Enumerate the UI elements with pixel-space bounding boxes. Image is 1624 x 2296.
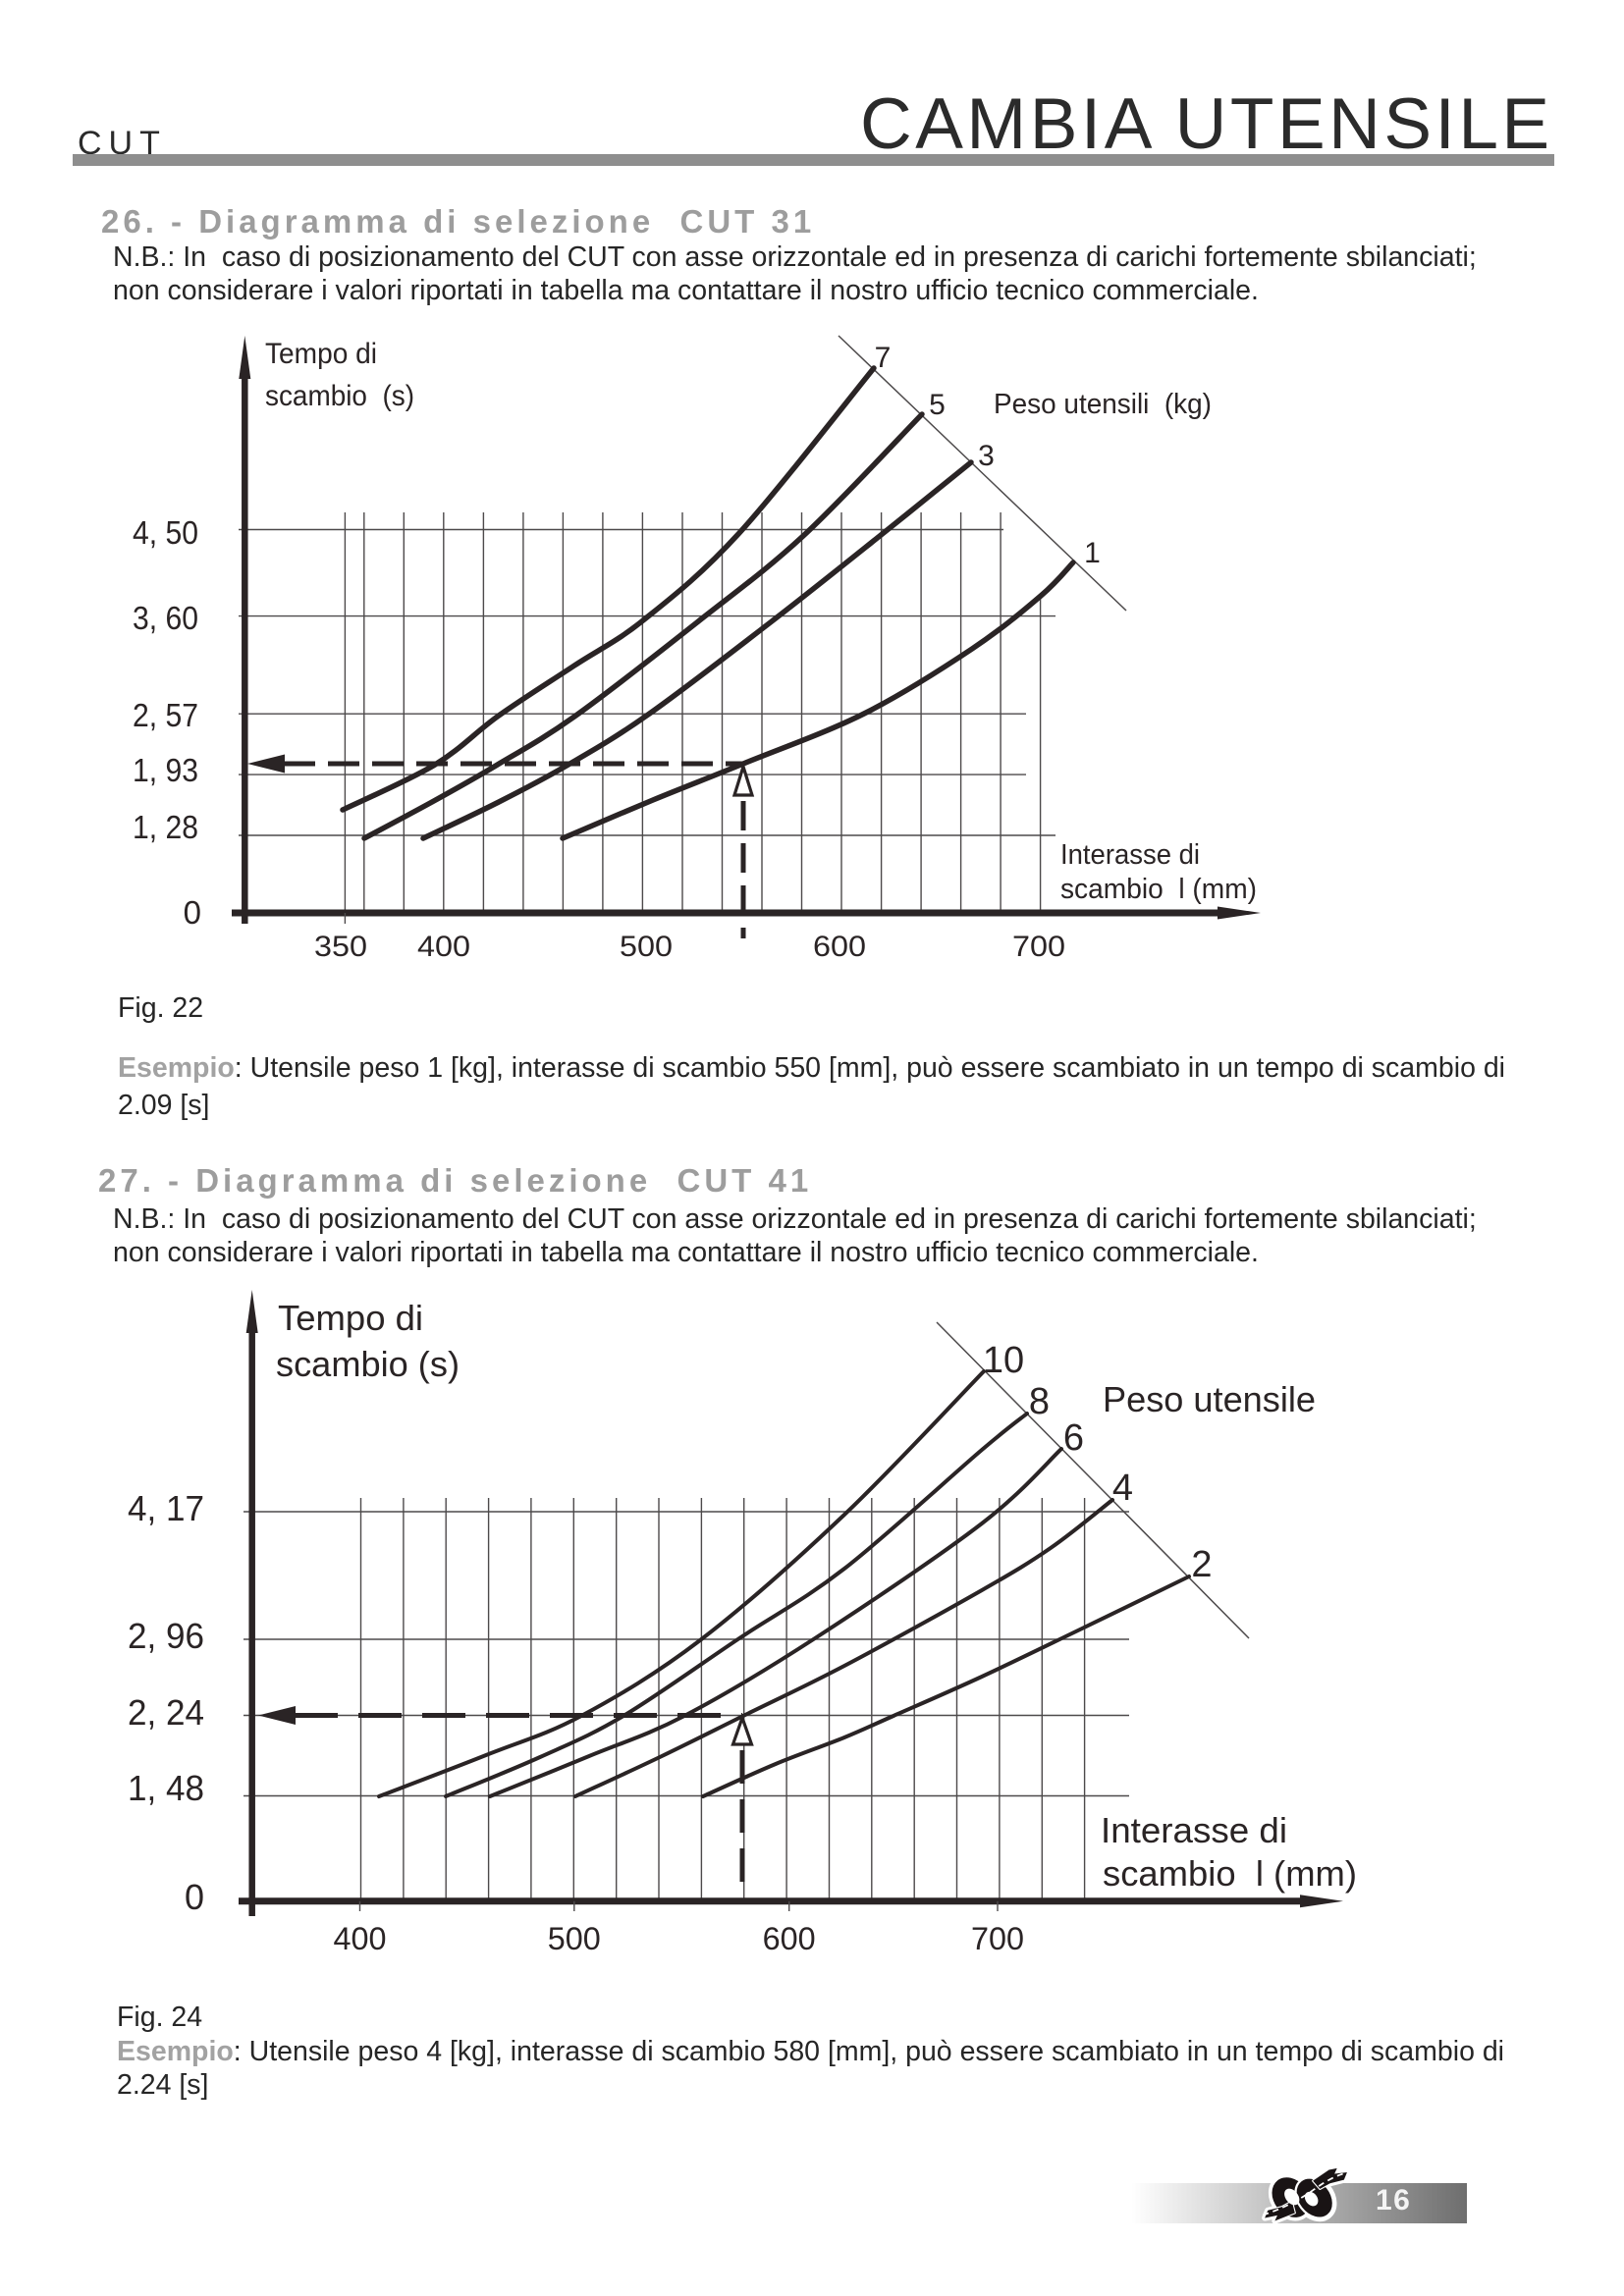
svg-text:8: 8 (1029, 1381, 1050, 1422)
svg-text:10: 10 (983, 1340, 1024, 1381)
svg-text:Peso utensili (kg): Peso utensili (kg) (994, 389, 1212, 420)
svg-text:2, 24: 2, 24 (128, 1692, 204, 1733)
svg-text:2, 96: 2, 96 (128, 1616, 204, 1656)
svg-text:1, 93: 1, 93 (133, 752, 198, 788)
svg-text:5: 5 (929, 389, 946, 421)
svg-text:scambio l (mm): scambio l (mm) (1060, 874, 1257, 905)
svg-text:700: 700 (971, 1921, 1024, 1956)
svg-text:2, 57: 2, 57 (133, 697, 198, 733)
svg-text:scambio l (mm): scambio l (mm) (1103, 1853, 1357, 1894)
svg-text:700: 700 (1012, 931, 1065, 963)
svg-text:2: 2 (1191, 1544, 1212, 1585)
svg-text:1, 28: 1, 28 (133, 809, 198, 845)
svg-text:500: 500 (548, 1921, 601, 1956)
svg-text:1: 1 (1084, 537, 1101, 569)
svg-text:scambio (s): scambio (s) (265, 380, 414, 412)
svg-text:scambio (s): scambio (s) (276, 1344, 460, 1384)
svg-text:400: 400 (334, 1921, 387, 1956)
svg-text:Tempo di: Tempo di (265, 338, 377, 370)
svg-text:7: 7 (875, 342, 892, 374)
svg-text:Tempo di: Tempo di (278, 1298, 423, 1338)
svg-text:400: 400 (417, 931, 470, 963)
svg-text:3: 3 (978, 440, 995, 472)
svg-text:600: 600 (813, 931, 866, 963)
svg-text:Interasse di: Interasse di (1060, 839, 1200, 871)
svg-text:0: 0 (185, 1877, 204, 1917)
svg-text:4, 50: 4, 50 (133, 514, 198, 551)
svg-text:Peso utensile: Peso utensile (1103, 1379, 1316, 1419)
svg-text:500: 500 (620, 931, 673, 963)
svg-text:3, 60: 3, 60 (133, 600, 198, 636)
svg-text:4: 4 (1112, 1468, 1133, 1509)
svg-text:0: 0 (184, 894, 201, 931)
svg-text:6: 6 (1063, 1417, 1084, 1459)
svg-text:1, 48: 1, 48 (128, 1768, 204, 1808)
svg-text:4, 17: 4, 17 (128, 1488, 204, 1528)
svg-text:350: 350 (314, 931, 367, 963)
svg-text:600: 600 (763, 1921, 816, 1956)
svg-text:Interasse di: Interasse di (1101, 1810, 1287, 1850)
